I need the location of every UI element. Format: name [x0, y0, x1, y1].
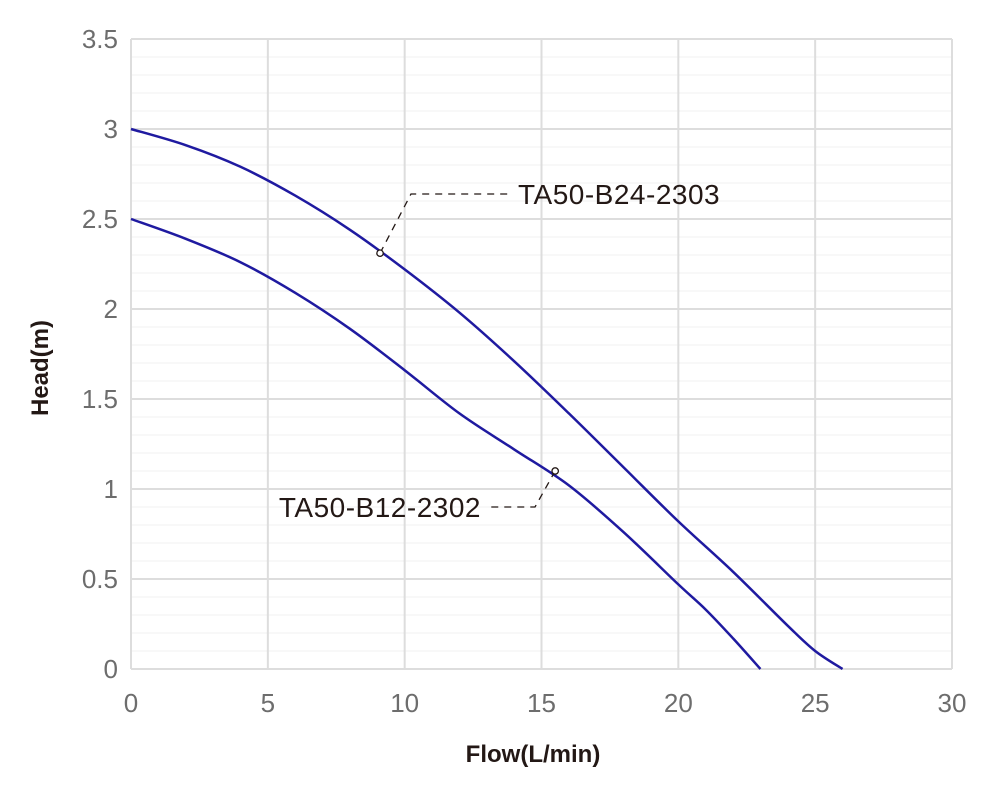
annotation-marker-1 [376, 249, 384, 258]
y-tick-label: 2.5 [82, 204, 118, 234]
annotation-label-2: TA50-B12-2302 [279, 492, 481, 523]
x-tick-label: 15 [527, 688, 556, 718]
y-tick-label: 1 [104, 474, 118, 504]
x-tick-label: 30 [938, 688, 967, 718]
y-tick-label: 0.5 [82, 564, 118, 594]
annotation-leader-2 [488, 470, 556, 508]
annotation-leader-1 [379, 193, 510, 254]
x-tick-label: 10 [390, 688, 419, 718]
y-tick-label: 0 [104, 654, 118, 684]
x-tick-label: 5 [261, 688, 275, 718]
series-line-1 [130, 127, 844, 671]
annotation-label-1: TA50-B24-2303 [518, 179, 720, 210]
y-tick-label: 2 [104, 294, 118, 324]
y-tick-label: 3.5 [82, 24, 118, 54]
y-axis-title: Head(m) [27, 320, 54, 416]
y-tick-label: 1.5 [82, 384, 118, 414]
x-tick-label: 20 [664, 688, 693, 718]
x-tick-label: 25 [801, 688, 830, 718]
x-tick-label: 0 [124, 688, 138, 718]
y-tick-label: 3 [104, 114, 118, 144]
series-line-2 [130, 217, 762, 670]
series-lines [130, 127, 844, 671]
series-annotations: TA50-B24-2303 TA50-B12-2302 [279, 179, 720, 523]
y-tick-labels: 0 0.5 1 1.5 2 2.5 3 3.5 [82, 24, 118, 684]
major-gridlines [130, 38, 953, 670]
x-axis-title: Flow(L/min) [466, 741, 601, 768]
x-tick-labels: 0 5 10 15 20 25 30 [124, 688, 967, 718]
annotation-marker-2 [551, 467, 560, 475]
